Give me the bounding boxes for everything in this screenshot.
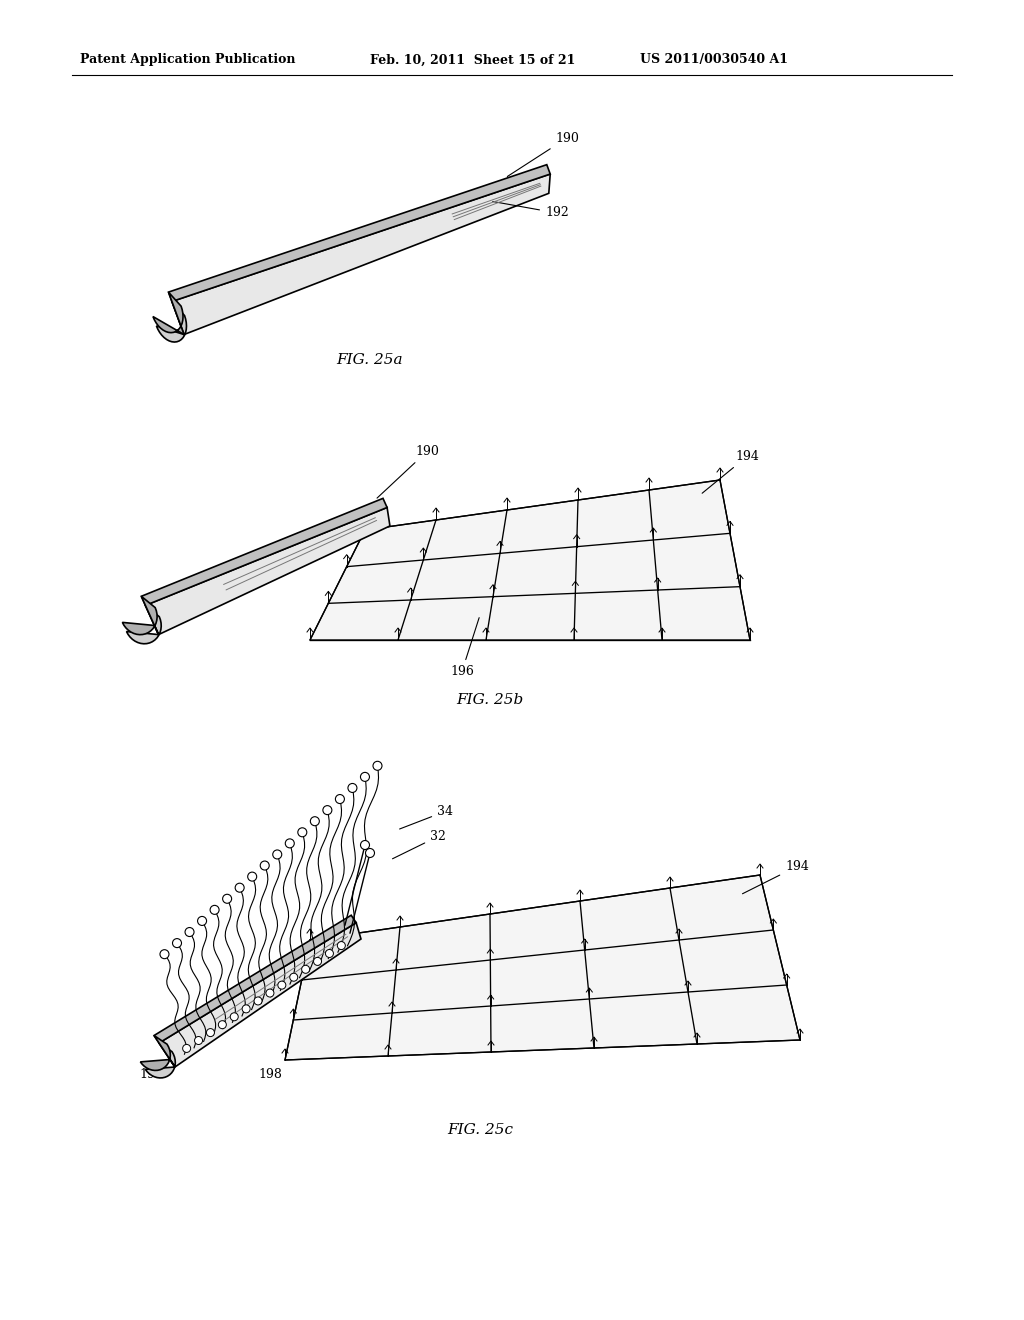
Polygon shape [140, 1035, 175, 1071]
Circle shape [313, 957, 322, 965]
Circle shape [286, 840, 294, 847]
Circle shape [185, 928, 194, 936]
Circle shape [242, 1005, 250, 1012]
Text: 192: 192 [493, 202, 568, 219]
Circle shape [298, 828, 307, 837]
Circle shape [248, 873, 257, 882]
Circle shape [336, 795, 344, 804]
Circle shape [182, 1044, 190, 1052]
Polygon shape [154, 915, 356, 1043]
Circle shape [373, 762, 382, 771]
Text: 190: 190 [507, 132, 579, 177]
Circle shape [207, 1028, 214, 1036]
Text: 194: 194 [702, 450, 759, 494]
Polygon shape [145, 1043, 175, 1078]
Circle shape [326, 949, 334, 957]
Polygon shape [285, 875, 800, 1060]
Text: 198: 198 [258, 1068, 282, 1081]
Circle shape [230, 1012, 239, 1020]
Circle shape [290, 973, 298, 981]
Circle shape [360, 772, 370, 781]
Polygon shape [141, 499, 387, 606]
Polygon shape [153, 292, 184, 334]
Circle shape [210, 906, 219, 915]
Polygon shape [159, 923, 361, 1067]
Polygon shape [157, 301, 186, 342]
Polygon shape [172, 174, 550, 334]
Text: FIG. 25c: FIG. 25c [447, 1123, 513, 1137]
Polygon shape [145, 507, 390, 635]
Circle shape [323, 805, 332, 814]
Text: 194: 194 [742, 861, 809, 894]
Circle shape [222, 894, 231, 903]
Circle shape [254, 997, 262, 1005]
Text: 190: 190 [377, 445, 439, 498]
Circle shape [172, 939, 181, 948]
Circle shape [198, 916, 207, 925]
Polygon shape [310, 480, 750, 640]
Text: FIG. 25a: FIG. 25a [337, 352, 403, 367]
Circle shape [337, 941, 345, 949]
Polygon shape [122, 597, 159, 635]
Text: 190: 190 [139, 1068, 163, 1081]
Text: Patent Application Publication: Patent Application Publication [80, 54, 296, 66]
Circle shape [160, 949, 169, 958]
Circle shape [310, 817, 319, 826]
Text: 196: 196 [450, 618, 479, 678]
Circle shape [266, 989, 274, 997]
Circle shape [366, 849, 375, 858]
Circle shape [348, 784, 357, 792]
Circle shape [195, 1036, 203, 1044]
Circle shape [218, 1020, 226, 1028]
Text: 32: 32 [392, 830, 445, 859]
Polygon shape [127, 606, 161, 644]
Text: FIG. 25b: FIG. 25b [457, 693, 523, 708]
Circle shape [278, 981, 286, 989]
Circle shape [260, 861, 269, 870]
Text: Feb. 10, 2011  Sheet 15 of 21: Feb. 10, 2011 Sheet 15 of 21 [370, 54, 575, 66]
Circle shape [302, 965, 309, 973]
Circle shape [272, 850, 282, 859]
Polygon shape [169, 165, 550, 301]
Text: US 2011/0030540 A1: US 2011/0030540 A1 [640, 54, 788, 66]
Circle shape [236, 883, 244, 892]
Text: 34: 34 [399, 805, 453, 829]
Circle shape [360, 841, 370, 850]
